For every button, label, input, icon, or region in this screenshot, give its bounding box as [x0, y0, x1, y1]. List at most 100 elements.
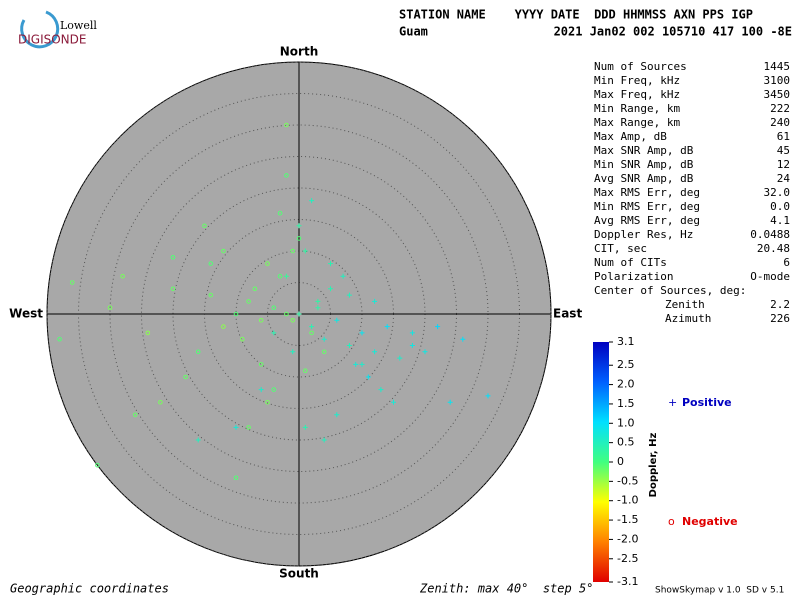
- header-values: 2021 Jan02 002 105710 417 100 -8E: [554, 25, 792, 39]
- center-title: Center of Sources, deg:: [594, 284, 746, 297]
- source-point: [284, 311, 289, 317]
- source-point: [277, 210, 283, 216]
- source-point: [485, 393, 491, 399]
- source-point: [346, 292, 352, 298]
- param-label: Polarization: [594, 270, 673, 283]
- source-point: [397, 355, 403, 361]
- source-point: [240, 336, 245, 342]
- param-value: 32.0: [764, 186, 791, 199]
- source-point: [170, 286, 176, 292]
- source-point: [315, 298, 321, 304]
- source-point: [422, 349, 428, 355]
- param-value: 1445: [764, 60, 791, 73]
- center-value: 226: [770, 312, 790, 325]
- param-label: Avg SNR Amp, dB: [594, 172, 694, 185]
- param-label: Min RMS Err, deg: [594, 200, 700, 213]
- source-point: [346, 343, 352, 348]
- source-point: [391, 399, 396, 405]
- source-point: [158, 399, 163, 405]
- legend-entry: Positive: [682, 396, 732, 409]
- colorbar-tick-label: 2.0: [617, 378, 635, 391]
- source-point: [233, 311, 239, 317]
- source-point: [195, 437, 201, 443]
- footer-middle: Zenith: max 40° step 5°: [419, 582, 593, 596]
- source-point: [409, 343, 415, 348]
- source-point: [233, 475, 239, 481]
- colorbar-tick-label: 0: [617, 455, 624, 468]
- param-value: 3450: [764, 88, 791, 101]
- legend-entry: Negative: [682, 515, 738, 528]
- param-label: Max Freq, kHz: [594, 88, 680, 101]
- param-value: 0.0: [770, 200, 790, 213]
- param-value: 12: [777, 158, 790, 171]
- source-point: [321, 336, 327, 342]
- source-point: [284, 173, 289, 178]
- source-point: [271, 305, 277, 311]
- source-point: [372, 349, 378, 355]
- param-label: Min Range, km: [594, 102, 680, 115]
- source-point: [120, 273, 125, 279]
- source-point: [258, 318, 264, 323]
- source-point: [378, 387, 384, 393]
- source-point: [170, 254, 176, 260]
- param-value: 20.48: [757, 242, 790, 255]
- source-point: [309, 324, 315, 330]
- source-point: [303, 368, 308, 374]
- param-value: 3100: [764, 74, 791, 87]
- source-point: [296, 311, 302, 317]
- source-point: [271, 387, 277, 392]
- source-point: [132, 412, 138, 418]
- logo-top: Lowell: [60, 19, 97, 32]
- param-value: 24: [777, 172, 791, 185]
- param-label: Max Range, km: [594, 116, 680, 129]
- source-point: [353, 361, 359, 367]
- param-label: Max SNR Amp, dB: [594, 144, 694, 157]
- center-label: Zenith: [665, 298, 705, 311]
- source-point: [221, 248, 226, 254]
- source-point: [321, 349, 327, 355]
- colorbar-tick-label: 1.0: [617, 416, 635, 429]
- east-label: East: [553, 307, 582, 321]
- source-point: [359, 361, 365, 367]
- colorbar-label: Doppler, Hz: [648, 433, 659, 498]
- param-label: Max Amp, dB: [594, 130, 667, 143]
- source-point: [302, 248, 308, 254]
- source-point: [296, 223, 302, 229]
- logo-bottom: DIGISONDE: [18, 33, 86, 47]
- source-point: [284, 122, 289, 128]
- source-point: [246, 425, 251, 430]
- legend-marker: +: [668, 396, 677, 409]
- colorbar-tick-label: -3.1: [617, 575, 638, 588]
- source-point: [435, 324, 441, 330]
- colorbar-tick-label: -2.0: [617, 532, 638, 545]
- colorbar-tick-label: 2.5: [617, 358, 635, 371]
- source-point: [221, 324, 226, 329]
- footer-right: ShowSkymap v 1.0 SD v 5.1: [655, 586, 784, 596]
- colorbar-tick-label: 0.5: [617, 436, 635, 449]
- param-value: 240: [770, 116, 790, 129]
- param-value: 0.0488: [750, 228, 790, 241]
- source-point: [290, 248, 296, 254]
- source-point: [296, 236, 302, 241]
- source-point: [328, 261, 333, 267]
- center-value: 2.2: [770, 298, 790, 311]
- param-label: Max RMS Err, deg: [594, 186, 700, 199]
- source-point: [277, 273, 283, 279]
- logo-swoosh: [20, 10, 60, 49]
- param-label: Doppler Res, Hz: [594, 228, 693, 241]
- source-point: [208, 292, 214, 298]
- source-point: [107, 305, 113, 311]
- source-point: [258, 362, 264, 367]
- south-label: South: [279, 567, 319, 581]
- source-point: [309, 330, 314, 336]
- source-point: [271, 330, 277, 336]
- footer-left: Geographic coordinates: [10, 582, 169, 596]
- source-point: [290, 349, 296, 355]
- colorbar-tick-label: 1.5: [617, 397, 635, 410]
- param-label: Num of Sources: [594, 60, 687, 73]
- param-label: Min Freq, kHz: [594, 74, 680, 87]
- source-point: [359, 330, 365, 336]
- source-point: [202, 223, 207, 229]
- source-point: [246, 299, 251, 304]
- param-value: 45: [777, 144, 790, 157]
